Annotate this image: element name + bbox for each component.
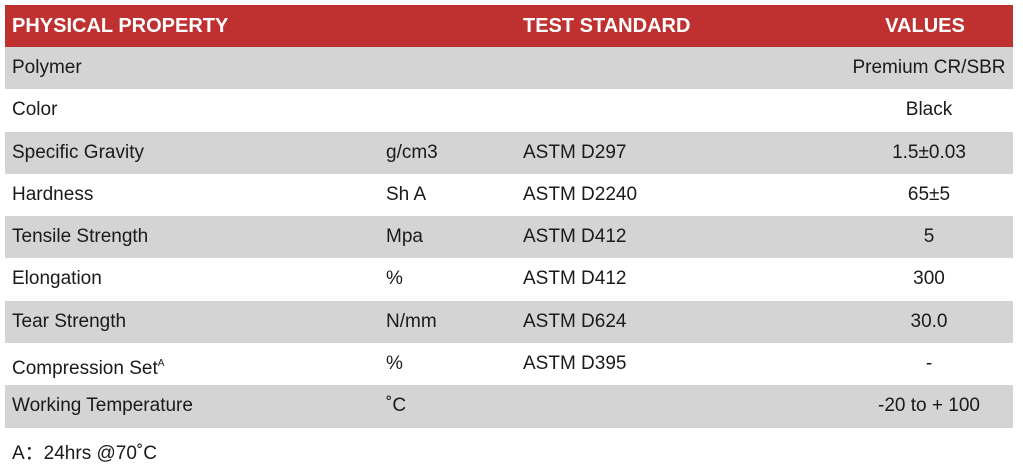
cell-unit: Mpa bbox=[386, 226, 423, 248]
cell-value: Premium CR/SBR bbox=[852, 57, 1006, 78]
footnote: A：24hrs @70˚C bbox=[12, 443, 157, 464]
cell-property: Specific Gravity bbox=[12, 141, 144, 163]
table-row: Elongation% ASTM D412 300 bbox=[5, 258, 1013, 300]
header-values: VALUES bbox=[885, 15, 965, 37]
table-row: Hardness Sh A ASTM D2240 65±5 bbox=[5, 174, 1013, 216]
cell-value: Black bbox=[905, 99, 953, 121]
cell-property: Polymer bbox=[12, 57, 82, 78]
cell-value: 30.0 bbox=[910, 310, 948, 332]
cell-standard: ASTM D412 bbox=[523, 268, 627, 290]
cell-property: Color bbox=[12, 99, 58, 121]
properties-table: PHYSICAL PROPERTY TEST STANDARD VALUES P… bbox=[5, 5, 1013, 428]
cell-unit: Sh A bbox=[386, 183, 427, 205]
cell-unit: % bbox=[386, 268, 403, 290]
cell-value: - bbox=[925, 353, 933, 375]
cell-property: Compression SetA bbox=[12, 358, 165, 380]
table-row: Compression SetA% ASTM D395 - bbox=[5, 343, 1013, 385]
header-property: PHYSICAL PROPERTY bbox=[12, 15, 229, 37]
header-standard: TEST STANDARD bbox=[523, 15, 691, 37]
cell-value: 65±5 bbox=[907, 183, 951, 205]
cell-standard: ASTM D297 bbox=[523, 141, 627, 163]
table-header: PHYSICAL PROPERTY TEST STANDARD VALUES bbox=[5, 5, 1013, 47]
cell-value: 5 bbox=[923, 226, 935, 248]
table-row: Polymer Premium CR/SBR bbox=[5, 47, 1013, 90]
cell-standard: ASTM D624 bbox=[523, 310, 627, 332]
footnote-marker: A bbox=[157, 358, 165, 370]
cell-value: 300 bbox=[913, 268, 945, 290]
cell-property: Working Temperature bbox=[12, 395, 193, 417]
cell-unit: % bbox=[386, 353, 403, 375]
table-row: Color Black bbox=[5, 89, 1013, 131]
cell-value: -20 to + 100 bbox=[878, 395, 980, 417]
cell-property: Hardness bbox=[12, 183, 94, 205]
cell-property: Tensile Strength bbox=[12, 226, 149, 248]
cell-standard: ASTM D412 bbox=[523, 226, 627, 248]
table-row: Specific Gravity g/cm3 ASTM D297 1.5±0.03 bbox=[5, 131, 1013, 174]
cell-unit: g/cm3 bbox=[386, 141, 438, 163]
cell-unit: ˚C bbox=[386, 395, 407, 417]
cell-value: 1.5±0.03 bbox=[892, 141, 966, 163]
cell-standard: ASTM D395 bbox=[523, 353, 627, 375]
table-row: Tensile Strength Mpa ASTM D412 5 bbox=[5, 216, 1013, 259]
table-row: Tear Strength N/mm ASTM D624 30.0 bbox=[5, 300, 1013, 344]
table-row: Working Temperature ˚C -20 to + 100 bbox=[5, 385, 1013, 428]
cell-property: Tear Strength bbox=[12, 310, 127, 332]
cell-property: Elongation bbox=[12, 268, 102, 290]
cell-unit: N/mm bbox=[386, 310, 437, 332]
cell-standard: ASTM D2240 bbox=[523, 183, 638, 205]
